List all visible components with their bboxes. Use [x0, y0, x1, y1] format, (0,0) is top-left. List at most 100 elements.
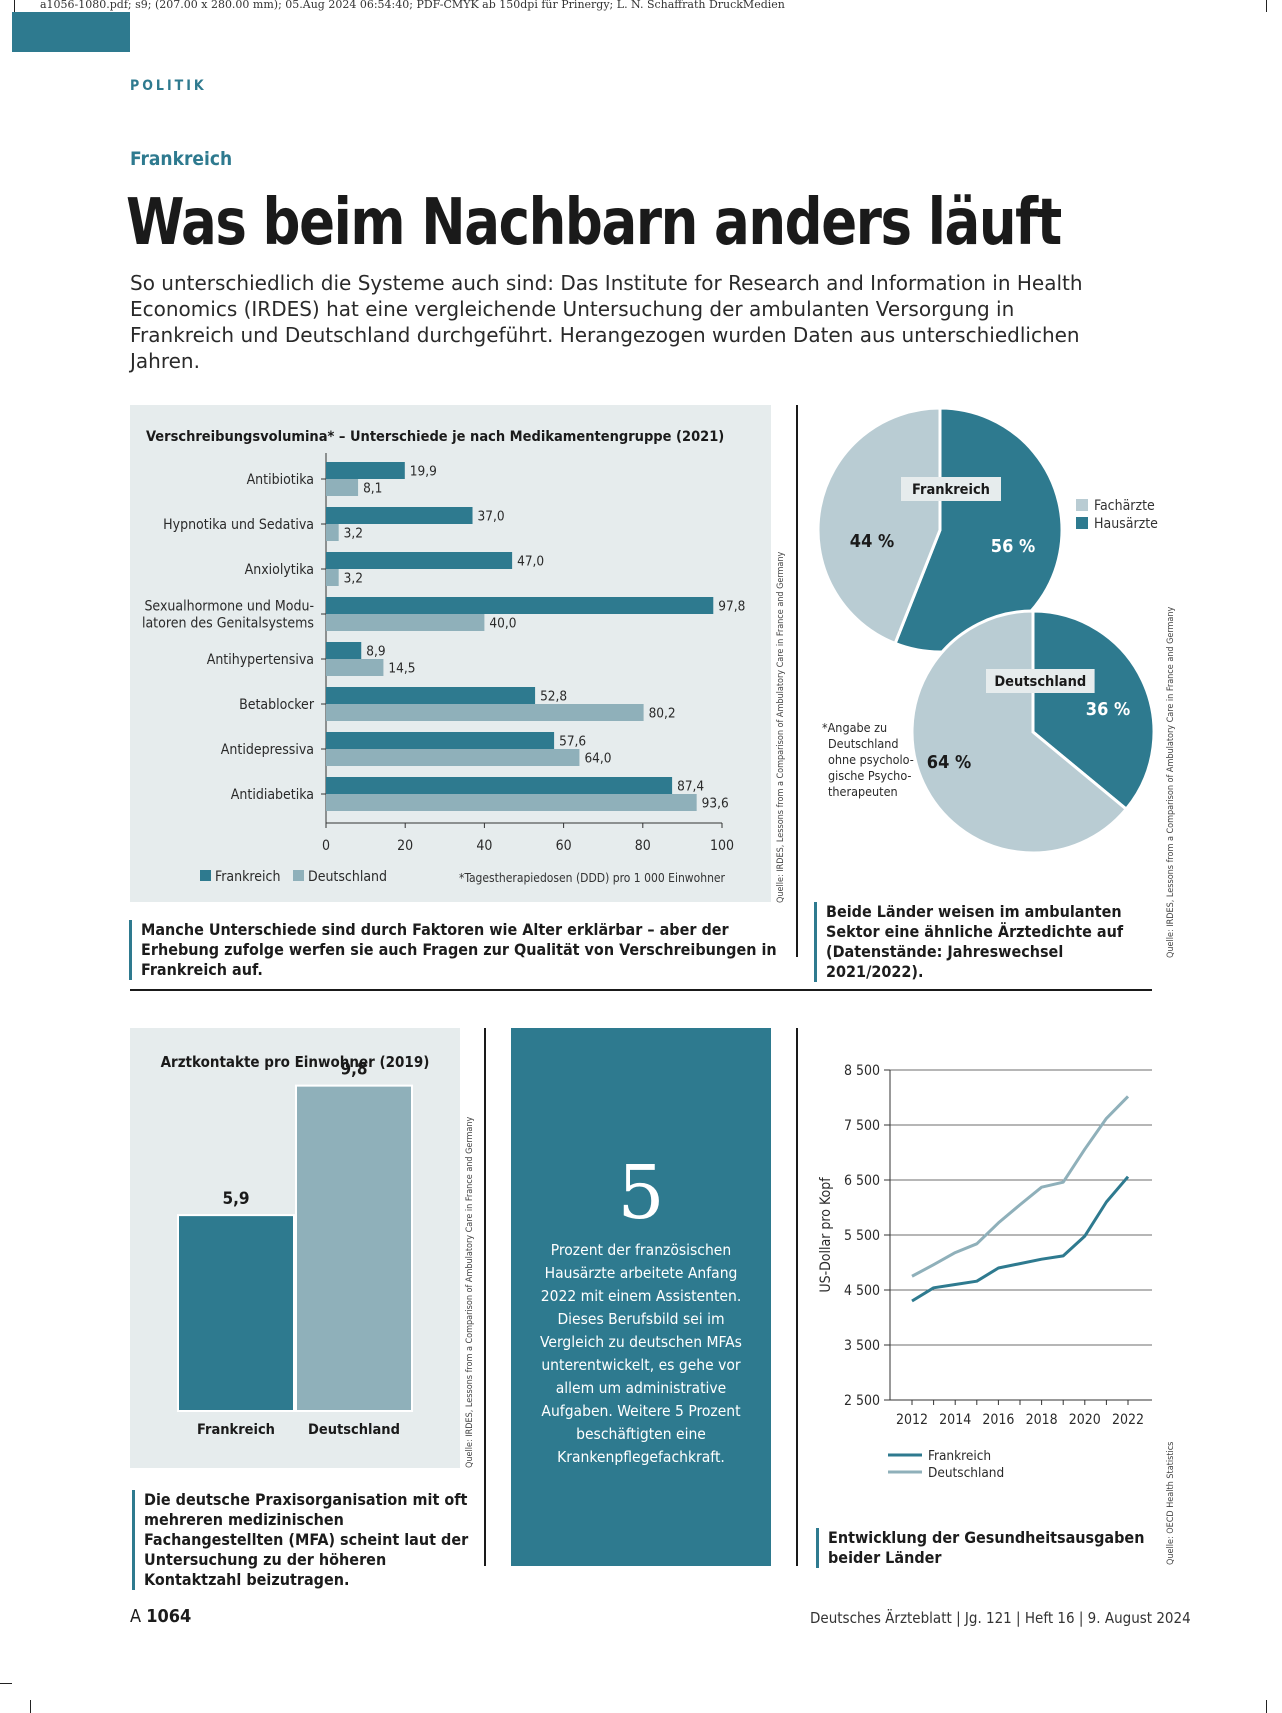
callout-number: 5: [617, 1150, 665, 1236]
data-label: 57,6: [559, 734, 586, 750]
series-line-deutschland: [911, 1095, 1130, 1278]
source-note: Quelle: IRDES, Lessons from a Comparison…: [776, 551, 786, 903]
data-label: 52,8: [540, 689, 567, 705]
data-label: 97,8: [718, 599, 745, 615]
crop-mark: [1266, 0, 1267, 12]
page-title: Was beim Nachbarn anders läuft: [126, 186, 1062, 260]
category-label: Antidiabetika: [231, 787, 314, 803]
source-note: Quelle: IRDES, Lessons from a Comparison…: [1166, 606, 1176, 958]
prescription-chart-panel: Verschreibungsvolumina* – Unterschiede j…: [130, 405, 771, 902]
legend-label: Frankreich: [215, 869, 280, 885]
slice-hausaerzte: [1031, 609, 1156, 812]
pie-name-box: [901, 477, 1001, 501]
chart-title: Arztkontakte pro Einwohner (2019): [161, 1053, 430, 1071]
crop-mark: [14, 0, 15, 12]
bar-deutschland: [326, 659, 384, 676]
bar-frankreich: [326, 777, 673, 794]
data-label: 37,0: [478, 509, 505, 525]
legend-label: Fachärzte: [1094, 498, 1155, 514]
x-tick-label: 2014: [939, 1412, 971, 1428]
chart-title: Verschreibungsvolumina* – Unterschiede j…: [146, 429, 724, 445]
section-label: POLITIK: [130, 78, 207, 94]
bar-frankreich: [326, 642, 362, 659]
slice-label: 36 %: [1086, 699, 1130, 720]
page-number: A 1064: [130, 1606, 191, 1627]
pie-footnote: Deutschland: [828, 736, 899, 751]
data-label: 87,4: [677, 779, 704, 795]
pie-footnote: ohne psycholo-: [828, 752, 914, 767]
category-label: latoren des Genitalsystems: [142, 616, 314, 632]
x-tick-label: 20: [397, 838, 413, 854]
x-tick-label: 60: [556, 838, 572, 854]
lead-paragraph: So unterschiedlich die Systeme auch sind…: [130, 271, 1083, 373]
category-label: Hypnotika und Sedativa: [163, 517, 314, 533]
x-tick-label: 2016: [982, 1412, 1014, 1428]
chart-caption: Die deutsche Praxisorganisation mit oft …: [132, 1490, 474, 1590]
x-tick-label: 2022: [1112, 1412, 1144, 1428]
y-tick-label: 8 500: [844, 1063, 880, 1079]
data-label: 19,9: [410, 464, 437, 480]
chart-caption: Beide Länder weisen im ambulanten Sektor…: [814, 902, 1126, 982]
legend-label: Frankreich: [928, 1448, 991, 1464]
journal-info: Deutsches Ärzteblatt | Jg. 121 | Heft 16…: [810, 1609, 1191, 1627]
x-tick-label: 80: [635, 838, 651, 854]
data-label: 3,2: [344, 526, 363, 542]
pie-footnote: *Angabe zu: [822, 720, 887, 735]
x-tick-label: 2018: [1026, 1412, 1058, 1428]
contacts-chart-panel: Arztkontakte pro Einwohner (2019) 5,9 Fran…: [130, 1028, 460, 1468]
crop-mark: [0, 1683, 12, 1684]
pie-name-box: [986, 669, 1095, 693]
legend-label: Deutschland: [928, 1465, 1004, 1481]
legend-swatch: [200, 870, 211, 881]
source-note: Quelle: OECD Health Statistics: [1166, 1441, 1176, 1565]
bar-frankreich: [326, 687, 536, 704]
bar-deutschland: [326, 569, 339, 586]
data-label: 5,9: [222, 1189, 249, 1209]
category-label: Betablocker: [239, 697, 315, 713]
data-label: 8,9: [366, 644, 385, 660]
bar-frankreich: [326, 552, 513, 569]
x-tick-label: 2020: [1069, 1412, 1101, 1428]
category-label: Antihypertensiva: [207, 652, 314, 668]
bar-deutschland: [326, 524, 339, 541]
category-label: Antibiotika: [247, 472, 314, 488]
contacts-bar-chart: Arztkontakte pro Einwohner (2019) 5,9 Fran…: [161, 1053, 430, 1438]
bar-frankreich: [326, 732, 555, 749]
data-label: 64,0: [584, 751, 611, 767]
kicker: Frankreich: [130, 148, 233, 170]
y-tick-label: 5 500: [844, 1228, 880, 1244]
data-label: 8,1: [363, 481, 382, 497]
x-tick-label: 100: [710, 838, 734, 854]
data-label: 3,2: [344, 571, 363, 587]
category-label: Anxiolytika: [245, 562, 314, 578]
y-tick-label: 6 500: [844, 1173, 880, 1189]
category-label: Frankreich: [197, 1422, 275, 1438]
bar-deutschland: [326, 614, 485, 631]
data-label: 40,0: [489, 616, 516, 632]
legend-swatch: [293, 870, 304, 881]
category-label: Deutschland: [308, 1422, 400, 1438]
bar-deutschland: [326, 479, 359, 496]
chart-caption: Entwicklung der Gesundheitsausgaben beid…: [816, 1528, 1148, 1568]
bar-frankreich: [326, 597, 714, 614]
slice-label: 64 %: [927, 752, 971, 773]
fact-callout: 5 Prozent der französischen Hausärzte ar…: [511, 1028, 771, 1566]
bar-deutschland: [326, 749, 580, 766]
health-spending-line-chart: 8 500 7 500 6 500 5 500 4 500 3 500 2 500 2012 2…: [818, 1063, 1152, 1481]
callout-text: Prozent der französischen Hausärzte arbe…: [540, 1241, 742, 1466]
y-tick-label: 3 500: [844, 1338, 880, 1354]
category-label: Sexualhormone und Modu-: [144, 599, 314, 615]
bar-deutschland: [326, 704, 644, 721]
pie-footnote: therapeuten: [828, 784, 898, 799]
prescription-bar-chart: Verschreibungsvolumina* – Unterschiede j…: [142, 429, 745, 885]
column-divider: [796, 1028, 798, 1566]
legend-label: Hausärzte: [1094, 516, 1158, 532]
x-tick-label: 0: [322, 838, 330, 854]
slice-fachaerzte: [816, 406, 942, 646]
data-label: 14,5: [388, 661, 415, 677]
legend-label: Deutschland: [308, 869, 387, 885]
column-divider: [796, 405, 798, 957]
bar: [295, 1084, 413, 1412]
pie-name: Deutschland: [994, 674, 1086, 690]
chart-note: *Tagestherapiedosen (DDD) pro 1 000 Einw…: [459, 871, 726, 885]
